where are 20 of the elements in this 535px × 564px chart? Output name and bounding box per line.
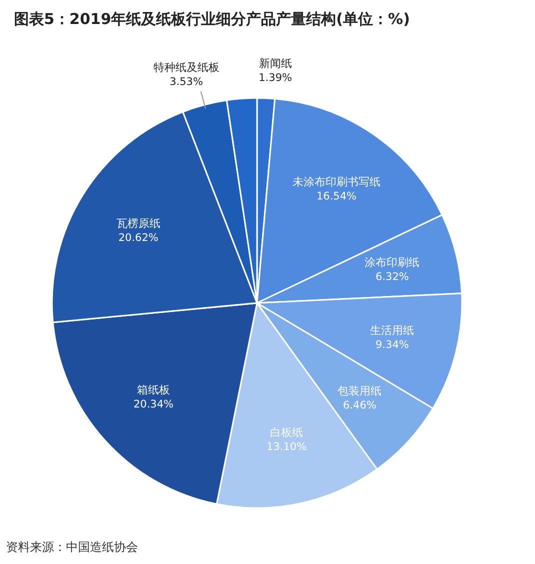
- data-label: 3.53%: [170, 76, 203, 88]
- slice-label: 白板纸: [270, 426, 304, 440]
- slice-label: 新闻纸: [258, 57, 292, 70]
- data-label: 1.39%: [258, 72, 292, 84]
- slice-label: 箱纸板: [136, 383, 170, 396]
- slice-label: 未涂布印刷书写纸: [292, 176, 381, 188]
- slice-label: 包装用纸: [338, 384, 382, 398]
- text: 资料来源：中国造纸协会: [6, 540, 138, 554]
- chart-title: 图表5：2019年纸及纸板行业细分产品产量结构(单位：%): [14, 10, 410, 28]
- slice-label: 涂布印刷纸: [364, 256, 420, 270]
- data-label: 6.32%: [376, 271, 409, 284]
- slice-label: 生活用纸: [370, 324, 414, 337]
- data-label: 20.34%: [133, 398, 174, 410]
- slice-label: 特种纸及纸板: [153, 60, 220, 74]
- data-label: 13.10%: [266, 441, 307, 454]
- slice-label: 瓦楞原纸: [116, 216, 160, 230]
- data-label: 6.46%: [343, 399, 376, 412]
- data-label: 20.62%: [118, 232, 158, 244]
- data-label: 16.54%: [316, 190, 357, 202]
- data-label: 9.34%: [376, 338, 409, 351]
